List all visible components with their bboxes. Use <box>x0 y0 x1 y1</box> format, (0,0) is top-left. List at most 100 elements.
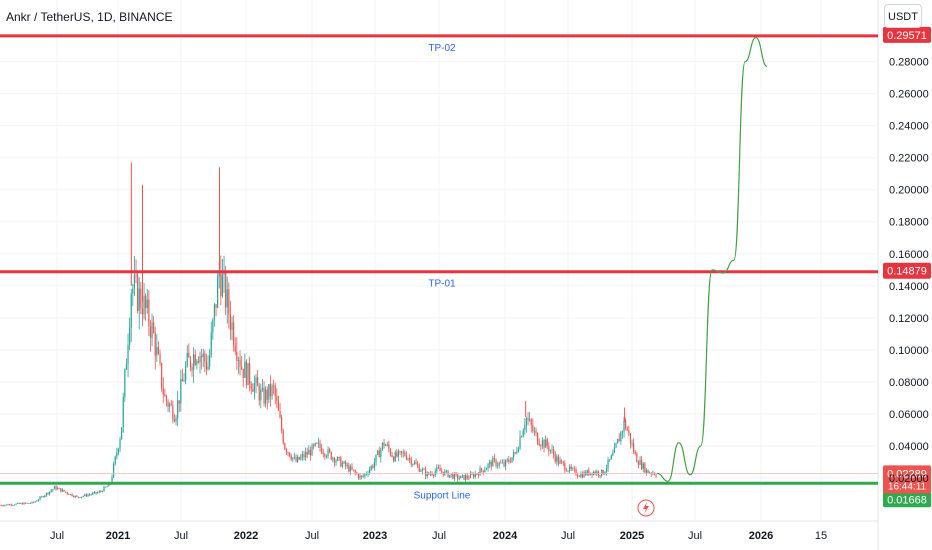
y-tick-label: 0.26000 <box>889 89 929 101</box>
candle-body <box>169 404 171 407</box>
candle-body <box>101 491 104 493</box>
candle-body <box>42 496 44 498</box>
candle-body <box>575 469 577 475</box>
candle-body <box>87 494 89 497</box>
candle-body <box>425 469 427 477</box>
candle-body <box>397 451 400 457</box>
candle-body <box>226 289 228 308</box>
candle-body <box>333 457 336 463</box>
candle-body <box>271 385 273 397</box>
candle-body <box>146 299 148 309</box>
candle-body <box>97 492 99 494</box>
candle-body <box>9 504 11 506</box>
candle-body <box>285 449 288 453</box>
y-tick-label: 0.12000 <box>889 313 929 325</box>
level-label: Support Line <box>414 490 471 501</box>
candle-body <box>44 495 46 498</box>
projection-line <box>656 36 768 482</box>
candle-body <box>577 474 579 477</box>
x-tick-label: 15 <box>815 530 827 542</box>
level-label: TP-02 <box>428 43 456 54</box>
candle-body <box>415 462 417 465</box>
candle-body <box>618 439 620 442</box>
candle-body <box>521 436 523 438</box>
candle-body <box>471 473 473 475</box>
candle-body <box>17 502 19 504</box>
candle-body <box>380 449 382 458</box>
candle-body <box>213 304 216 320</box>
candle-body <box>242 368 244 378</box>
candle-body <box>364 473 366 477</box>
candle-body <box>279 410 281 418</box>
candle-body <box>345 461 347 467</box>
x-tick-label: Jul <box>561 530 575 542</box>
candle-body <box>647 469 649 474</box>
y-tick-label: 0.10000 <box>889 345 929 357</box>
candle-body <box>341 463 344 467</box>
candle-body <box>82 495 84 497</box>
candle-body <box>52 489 54 491</box>
candle-body <box>55 486 57 490</box>
candle-body <box>461 475 464 476</box>
candle-body <box>68 493 70 495</box>
candle-body <box>137 275 139 311</box>
candle-body <box>308 450 310 455</box>
grid <box>0 0 879 550</box>
candle-body <box>481 468 483 471</box>
candle-body <box>186 352 188 366</box>
candle-body <box>93 491 96 493</box>
candle-body <box>572 468 574 470</box>
candle-body <box>61 489 64 492</box>
candle-body <box>449 474 451 478</box>
candle-body <box>602 469 604 475</box>
candle-body <box>396 452 398 457</box>
candle-body <box>322 453 324 455</box>
y-tick-label: 0.20000 <box>889 185 929 197</box>
candle-body <box>241 366 243 369</box>
candle-body <box>540 445 542 447</box>
candle-body <box>508 459 510 462</box>
candle-body <box>156 347 158 356</box>
candle-body <box>329 449 331 452</box>
candle-body <box>482 470 484 473</box>
candle-body <box>621 431 624 433</box>
candle-body <box>348 465 350 472</box>
candle-body <box>281 417 283 431</box>
candle-body <box>607 459 609 469</box>
candle-body <box>477 473 480 476</box>
candle-body <box>420 471 422 472</box>
x-tick-label: 2026 <box>749 530 773 542</box>
candle-body <box>410 458 412 465</box>
candle-body <box>305 452 307 458</box>
y-tick-label: 0.08000 <box>889 377 929 389</box>
candle-body <box>377 450 379 455</box>
candle-body <box>205 361 208 370</box>
candle-body <box>170 404 172 406</box>
candle-body <box>466 475 468 478</box>
candle-body <box>220 272 222 297</box>
candle-body <box>605 468 608 472</box>
candle-body <box>66 492 68 494</box>
candle-body <box>490 461 492 467</box>
price-tag-bg <box>883 262 931 279</box>
candle-body <box>498 462 500 466</box>
candle-body <box>633 443 635 453</box>
candle-body <box>613 447 616 453</box>
symbol-title: Ankr / TetherUS, 1D, BINANCE <box>6 10 173 24</box>
x-tick-label: 2025 <box>620 530 644 542</box>
candle-body <box>460 475 462 479</box>
candle-body <box>173 419 176 422</box>
candle-body <box>114 456 116 465</box>
currency-unit-button[interactable]: USDT <box>884 4 922 28</box>
candle-body <box>487 464 489 469</box>
candle-body <box>373 462 376 468</box>
candle-body <box>511 457 513 463</box>
candle-body <box>164 394 166 397</box>
candle-body <box>233 322 235 346</box>
candle-body <box>429 473 432 475</box>
candle-body <box>346 465 348 467</box>
candle-body <box>100 491 102 493</box>
candle-body <box>244 361 246 378</box>
